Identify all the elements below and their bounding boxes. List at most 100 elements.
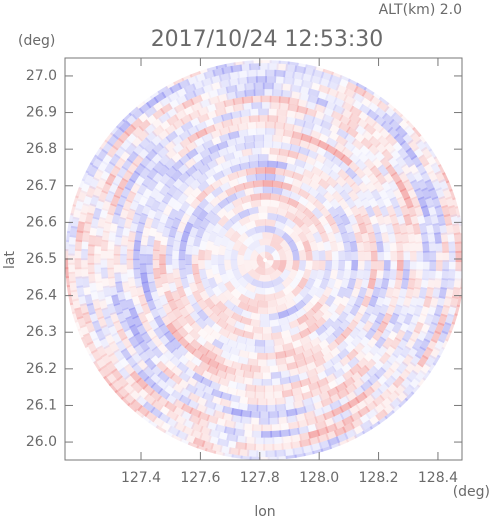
echo-cell <box>185 254 192 265</box>
echo-cell <box>296 62 308 68</box>
echo-cell <box>100 239 109 252</box>
echo-cell <box>403 312 414 326</box>
echo-cell <box>89 311 99 324</box>
echo-cell <box>89 194 100 207</box>
echo-cell <box>354 278 363 290</box>
echo-cell <box>174 277 183 289</box>
echo-cell <box>291 223 304 236</box>
echo-cell <box>224 280 236 293</box>
echo-cell <box>266 254 274 261</box>
echo-cell <box>440 232 449 244</box>
echo-cell <box>300 79 313 89</box>
echo-cell <box>123 327 135 341</box>
echo-cell <box>284 348 296 358</box>
echo-cell <box>186 235 196 247</box>
echo-cell <box>292 400 305 409</box>
echo-cell <box>202 202 215 214</box>
echo-cell <box>257 300 268 308</box>
echo-cell <box>166 409 179 421</box>
echo-cell <box>190 186 203 199</box>
echo-cell <box>225 138 238 148</box>
echo-cell <box>323 150 336 162</box>
echo-cell <box>375 295 385 308</box>
echo-cell <box>283 122 295 132</box>
echo-cell <box>254 286 266 295</box>
echo-cell <box>217 244 227 256</box>
echo-cell <box>419 222 428 235</box>
echo-cell <box>94 307 105 320</box>
echo-cell <box>263 385 275 393</box>
echo-cell <box>213 273 223 285</box>
echo-cell <box>115 225 124 238</box>
echo-cell <box>403 260 411 271</box>
echo-cell <box>197 344 210 356</box>
echo-cell <box>121 169 134 183</box>
echo-cell <box>215 300 228 313</box>
echo-cell <box>202 305 214 318</box>
echo-cell <box>120 272 129 284</box>
echo-cell <box>113 302 124 316</box>
echo-cell <box>320 71 334 82</box>
echo-cell <box>157 388 171 400</box>
echo-cell <box>202 391 215 402</box>
echo-cell <box>344 428 357 440</box>
echo-cell <box>366 365 379 378</box>
echo-cell <box>136 221 146 234</box>
echo-cell <box>454 206 461 218</box>
echo-cell <box>361 90 375 102</box>
echo-cell <box>347 404 361 416</box>
echo-cell <box>178 306 190 319</box>
echo-cell <box>434 205 444 218</box>
echo-cell <box>414 278 422 290</box>
echo-cell <box>92 320 102 333</box>
echo-cell <box>192 372 205 384</box>
echo-cell <box>267 212 279 221</box>
echo-cell <box>375 409 388 421</box>
echo-cell <box>356 269 365 281</box>
echo-cell <box>420 146 433 160</box>
echo-cell <box>185 165 198 177</box>
echo-cell <box>271 325 283 334</box>
echo-cell <box>81 258 88 270</box>
echo-cell <box>301 73 314 83</box>
echo-cell <box>410 155 423 168</box>
echo-cell <box>140 331 152 344</box>
echo-cell <box>325 213 336 226</box>
echo-cell <box>86 302 96 316</box>
echo-cell <box>333 419 347 430</box>
echo-cell <box>182 418 196 430</box>
echo-cell <box>237 264 248 277</box>
echo-cell <box>219 350 232 360</box>
echo-cell <box>223 299 236 311</box>
echo-cell <box>300 133 313 143</box>
echo-cell <box>338 250 346 261</box>
echo-cell <box>271 141 283 149</box>
echo-cell <box>348 152 361 165</box>
echo-cell <box>133 258 140 270</box>
echo-cell <box>447 304 457 318</box>
echo-cell <box>273 344 285 353</box>
echo-cell <box>338 114 352 126</box>
echo-cell <box>277 309 290 319</box>
echo-cell <box>284 298 297 310</box>
echo-cell <box>307 322 320 334</box>
echo-cell <box>362 350 375 363</box>
echo-cell <box>226 338 239 349</box>
echo-cell <box>79 324 90 338</box>
echo-cell <box>343 140 356 152</box>
echo-cell <box>283 169 295 179</box>
echo-cell <box>138 294 148 307</box>
echo-cell <box>317 338 331 350</box>
echo-cell <box>254 437 266 445</box>
echo-cell <box>118 367 131 380</box>
echo-cell <box>394 231 403 244</box>
echo-cell <box>183 221 194 234</box>
echo-cell <box>118 120 131 133</box>
echo-cell <box>377 381 390 394</box>
echo-cell <box>272 384 284 392</box>
echo-cell <box>154 230 163 243</box>
echo-cell <box>202 184 215 196</box>
echo-cell <box>360 419 373 431</box>
echo-cell <box>94 244 102 256</box>
echo-cell <box>211 244 220 256</box>
